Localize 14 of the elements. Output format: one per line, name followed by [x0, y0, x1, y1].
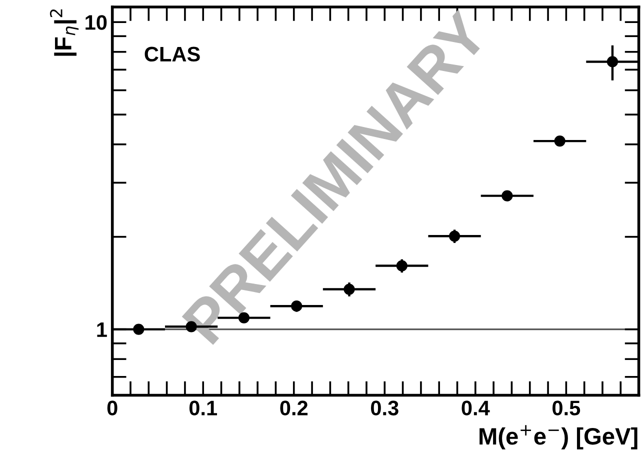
y-tick-label: 10 — [86, 15, 107, 30]
point — [554, 135, 566, 147]
point — [133, 324, 144, 335]
point — [502, 190, 513, 202]
x-tick-label: 0.5 — [552, 400, 580, 416]
x-tick-label: 0.3 — [370, 400, 398, 416]
x-tick-label: 0.4 — [462, 400, 490, 416]
x-tick-label: 0.2 — [280, 400, 308, 416]
point — [606, 56, 618, 68]
y-axis-title: |F$_{η}$|$^{2}$ — [50, 9, 79, 56]
x-axis-title: M(e$^{+}$e$^{−}$) [GeV] — [480, 425, 638, 450]
y-tick-label: 1 — [97, 322, 107, 337]
x-tick-label: 0.1 — [189, 400, 218, 416]
x-tick-label: 0 — [107, 400, 118, 416]
